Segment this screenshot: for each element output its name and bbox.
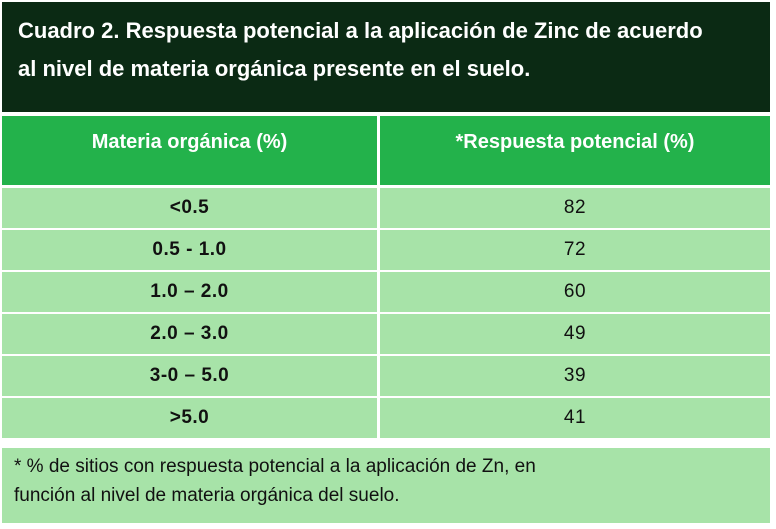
table-row: >5.0 41: [2, 398, 770, 440]
organic-matter-cell: 3-0 – 5.0: [2, 356, 380, 396]
organic-matter-cell: >5.0: [2, 398, 380, 438]
table-footnote: * % de sitios con respuesta potencial a …: [2, 448, 770, 523]
table-row: 0.5 - 1.0 72: [2, 230, 770, 272]
table-row: 3-0 – 5.0 39: [2, 356, 770, 398]
data-table: Materia orgánica (%) *Respuesta potencia…: [2, 116, 770, 440]
table-title: Cuadro 2. Respuesta potencial a la aplic…: [2, 2, 770, 112]
organic-matter-cell: <0.5: [2, 188, 380, 228]
organic-matter-cell: 2.0 – 3.0: [2, 314, 380, 354]
organic-matter-cell: 0.5 - 1.0: [2, 230, 380, 270]
title-line-1: Cuadro 2. Respuesta potencial a la aplic…: [18, 18, 703, 43]
table-row: <0.5 82: [2, 188, 770, 230]
response-cell: 39: [563, 365, 587, 386]
title-line-2: al nivel de materia orgánica presente en…: [18, 56, 531, 81]
table-row: 2.0 – 3.0 49: [2, 314, 770, 356]
response-cell: 41: [563, 407, 587, 428]
table-row: 1.0 – 2.0 60: [2, 272, 770, 314]
table-header-row: Materia orgánica (%) *Respuesta potencia…: [2, 116, 770, 188]
footnote-line-2: función al nivel de materia orgánica del…: [14, 485, 400, 506]
response-cell: 49: [563, 323, 587, 344]
footnote-line-1: * % de sitios con respuesta potencial a …: [14, 456, 536, 477]
header-organic-matter: Materia orgánica (%): [2, 116, 380, 185]
response-cell: 82: [563, 197, 587, 218]
header-potential-response: *Respuesta potencial (%): [455, 131, 695, 153]
organic-matter-cell: 1.0 – 2.0: [2, 272, 380, 312]
response-cell: 60: [563, 281, 587, 302]
response-cell: 72: [563, 239, 587, 260]
table-figure: Cuadro 2. Respuesta potencial a la aplic…: [2, 2, 770, 523]
